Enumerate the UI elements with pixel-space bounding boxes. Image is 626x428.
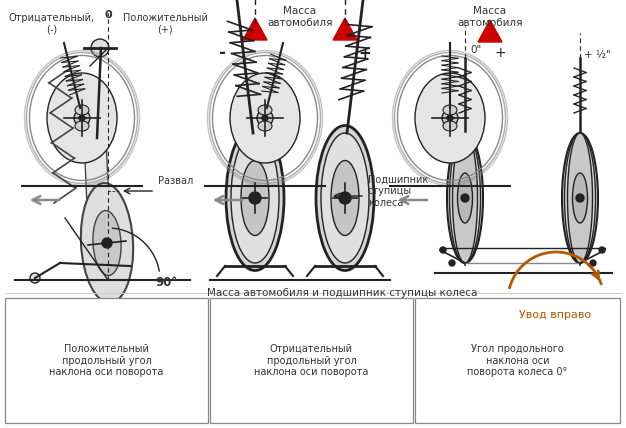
Text: Увод вправо: Увод вправо <box>519 310 591 320</box>
Text: 0: 0 <box>104 10 112 20</box>
Circle shape <box>449 260 455 266</box>
Text: Угол продольного
наклона оси
поворота колеса 0°: Угол продольного наклона оси поворота ко… <box>468 344 568 377</box>
Ellipse shape <box>226 125 284 270</box>
Ellipse shape <box>231 133 279 263</box>
Circle shape <box>249 192 261 204</box>
Ellipse shape <box>321 133 369 263</box>
FancyBboxPatch shape <box>415 298 620 423</box>
Circle shape <box>590 260 596 266</box>
Polygon shape <box>243 18 267 40</box>
Ellipse shape <box>447 133 483 263</box>
Polygon shape <box>84 138 110 228</box>
Ellipse shape <box>453 133 478 263</box>
Circle shape <box>440 247 446 253</box>
Ellipse shape <box>47 73 117 163</box>
Text: Подшипник
ступицы
колеса: Подшипник ступицы колеса <box>368 174 428 208</box>
Text: Масса
автомобиля: Масса автомобиля <box>457 6 523 27</box>
Text: + ½": + ½" <box>584 50 611 60</box>
Text: Масса автомобиля и подшипник ступицы колеса: Масса автомобиля и подшипник ступицы кол… <box>207 288 478 298</box>
Circle shape <box>30 273 40 283</box>
Text: +: + <box>359 45 371 60</box>
Ellipse shape <box>258 121 272 131</box>
Circle shape <box>576 194 584 202</box>
Circle shape <box>447 115 453 121</box>
Circle shape <box>262 115 268 121</box>
Ellipse shape <box>258 105 272 115</box>
Circle shape <box>91 39 109 57</box>
Ellipse shape <box>443 105 457 115</box>
Ellipse shape <box>316 125 374 270</box>
Text: Отрицательный
продольный угол
наклона оси поворота: Отрицательный продольный угол наклона ос… <box>254 344 369 377</box>
Polygon shape <box>478 20 502 42</box>
Ellipse shape <box>75 121 89 131</box>
Circle shape <box>599 247 605 253</box>
Ellipse shape <box>443 121 457 131</box>
Ellipse shape <box>81 183 133 303</box>
Text: Масса
автомобиля: Масса автомобиля <box>267 6 333 27</box>
Ellipse shape <box>568 133 592 263</box>
Circle shape <box>257 110 273 126</box>
Circle shape <box>102 238 112 248</box>
Text: +: + <box>494 46 506 60</box>
Ellipse shape <box>415 73 485 163</box>
Circle shape <box>339 192 351 204</box>
Ellipse shape <box>573 173 587 223</box>
Ellipse shape <box>565 133 595 263</box>
Text: Развал: Развал <box>158 176 193 186</box>
Text: Положительный
(+): Положительный (+) <box>123 13 207 35</box>
Polygon shape <box>333 18 357 40</box>
Ellipse shape <box>449 133 481 263</box>
Text: -: - <box>218 44 225 62</box>
Text: Отрицательный,
(-): Отрицательный, (-) <box>9 13 95 35</box>
Ellipse shape <box>458 173 473 223</box>
Ellipse shape <box>562 133 598 263</box>
FancyBboxPatch shape <box>210 298 413 423</box>
Ellipse shape <box>241 160 269 235</box>
FancyBboxPatch shape <box>5 298 208 423</box>
Ellipse shape <box>230 73 300 163</box>
Text: 90°: 90° <box>155 276 177 289</box>
Text: 0": 0" <box>470 45 481 55</box>
Text: Положительный
продольный угол
наклона оси поворота: Положительный продольный угол наклона ос… <box>49 344 163 377</box>
Ellipse shape <box>75 105 89 115</box>
Ellipse shape <box>93 211 121 276</box>
Circle shape <box>461 194 469 202</box>
Circle shape <box>74 110 90 126</box>
Circle shape <box>79 115 85 121</box>
Circle shape <box>442 110 458 126</box>
Ellipse shape <box>331 160 359 235</box>
